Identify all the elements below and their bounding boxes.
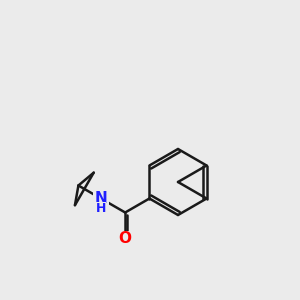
Text: O: O [119,231,132,246]
Text: N: N [94,191,107,206]
Text: H: H [96,202,106,215]
